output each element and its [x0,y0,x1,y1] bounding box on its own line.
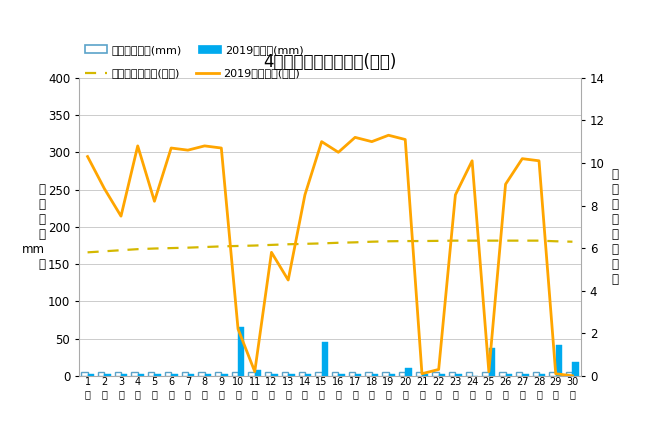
Y-axis label: 日
照
時
間
（
時
間
）: 日 照 時 間 （ 時 間 ） [612,168,619,286]
Bar [282,372,288,376]
Bar [355,375,362,376]
Legend: 日照時間平年値(時間), 2019日照時間(時間): 日照時間平年値(時間), 2019日照時間(時間) [84,68,300,79]
Bar [516,372,522,376]
Bar [171,375,178,376]
Bar [399,372,405,376]
Bar [138,375,144,376]
Bar [98,372,104,376]
Bar [556,345,562,376]
Bar [533,372,539,376]
Bar [215,372,221,376]
Bar [182,372,188,376]
Bar [572,362,579,376]
Y-axis label: 降
水
量
（
mm
）: 降 水 量 （ mm ） [22,183,45,271]
Bar [298,372,305,376]
Bar [422,375,428,376]
Bar [482,372,489,376]
Bar [255,370,261,376]
Bar [221,375,228,376]
Bar [115,372,121,376]
Bar [432,372,439,376]
Bar [332,372,339,376]
Bar [271,375,278,376]
Bar [539,375,545,376]
Bar [405,368,412,376]
Bar [455,375,462,376]
Bar [88,375,94,376]
Bar [466,372,472,376]
Bar [154,375,161,376]
Bar [366,372,372,376]
Bar [389,375,395,376]
Bar [188,375,194,376]
Bar [205,375,211,376]
Bar [372,375,378,376]
Bar [489,348,495,376]
Bar [148,372,154,376]
Bar [288,375,294,376]
Bar [522,375,529,376]
Bar [104,375,111,376]
Bar [382,372,389,376]
Bar [549,372,556,376]
Bar [232,372,238,376]
Bar [198,372,205,376]
Bar [339,375,345,376]
Bar [265,372,271,376]
Bar [506,375,512,376]
Bar [165,372,171,376]
Bar [439,375,445,376]
Bar [416,372,422,376]
Bar [566,372,572,376]
Bar [131,372,138,376]
Bar [305,375,312,376]
Bar [348,372,355,376]
Bar [315,372,321,376]
Bar [81,372,88,376]
Bar [449,372,455,376]
Bar [238,327,244,376]
Bar [499,372,506,376]
Title: 4月降水量・日照時間(日別): 4月降水量・日照時間(日別) [263,53,397,71]
Bar [121,375,127,376]
Bar [321,342,328,376]
Bar [248,372,255,376]
